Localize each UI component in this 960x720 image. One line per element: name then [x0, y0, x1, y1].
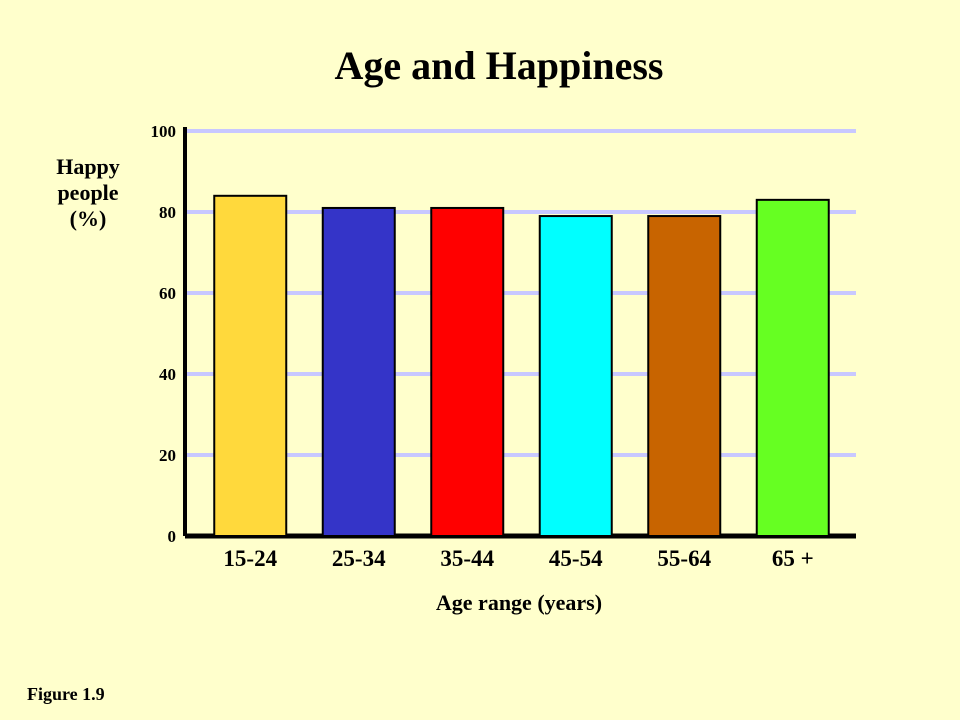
x-category-label: 25-34 [332, 546, 386, 571]
y-tick-label: 60 [159, 284, 176, 303]
y-tick-label: 0 [168, 527, 177, 546]
axes [183, 127, 856, 539]
x-category-label: 45-54 [549, 546, 603, 571]
y-tick-label: 80 [159, 203, 176, 222]
x-category-label: 65 + [772, 546, 814, 571]
bar [213, 194, 288, 538]
y-axis-label-line-3: (%) [69, 206, 107, 231]
y-tick-label: 20 [159, 446, 176, 465]
bars [213, 194, 830, 538]
bar [755, 198, 830, 537]
y-axis-label: Happy people (%) [38, 154, 138, 232]
x-category-label: 15-24 [223, 546, 277, 571]
y-tick-label: 40 [159, 365, 176, 384]
figure-label: Figure 1.9 [27, 684, 105, 704]
x-axis-label: Age range (years) [435, 590, 603, 615]
chart-title: Age and Happiness [334, 43, 664, 88]
x-category-label: 35-44 [440, 546, 494, 571]
bar [321, 206, 396, 537]
y-axis-label-line-1: Happy [56, 154, 120, 179]
y-axis-label-line-2: people [57, 180, 119, 205]
bar [430, 206, 505, 537]
axis-labels: 0 20 40 60 80 100 15-24 25-34 35-44 45-54 55-64 65 … [151, 122, 814, 571]
x-category-label: 55-64 [657, 546, 711, 571]
bar [647, 215, 722, 538]
bar [538, 215, 613, 538]
y-tick-label: 100 [151, 122, 177, 141]
grid-lines [185, 129, 856, 457]
